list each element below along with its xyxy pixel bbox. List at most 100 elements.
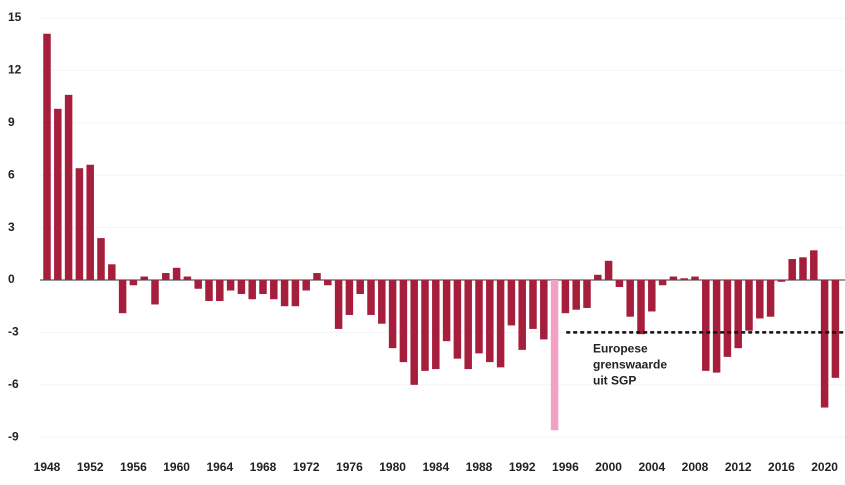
bar	[432, 280, 440, 370]
reference-label: grenswaarde	[593, 358, 667, 372]
bar	[118, 280, 127, 314]
bar	[572, 280, 580, 310]
x-tick-label: 2000	[595, 460, 622, 474]
bar	[637, 280, 645, 335]
bar	[669, 276, 678, 281]
bar	[237, 280, 246, 294]
bar	[583, 280, 591, 308]
x-tick-label: 1972	[293, 460, 320, 474]
bar	[820, 280, 829, 408]
bar	[529, 280, 537, 329]
y-tick-label: -9	[8, 429, 19, 443]
bar	[540, 280, 548, 340]
bar	[324, 280, 332, 286]
bar	[702, 280, 710, 371]
x-tick-label: 1948	[34, 460, 61, 474]
bar	[205, 280, 213, 301]
x-tick-label: 1960	[163, 460, 190, 474]
x-tick-label: 2020	[811, 460, 838, 474]
bar	[615, 280, 624, 288]
bar	[442, 280, 451, 342]
bar	[421, 280, 429, 371]
x-tick-label: 1964	[206, 460, 233, 474]
bar	[399, 280, 408, 363]
x-tick-label: 2012	[725, 460, 752, 474]
bar	[270, 280, 278, 300]
bar	[453, 280, 462, 359]
bar	[658, 280, 667, 286]
bar	[248, 280, 256, 300]
reference-label: uit SGP	[593, 374, 636, 388]
y-tick-label: 6	[8, 167, 15, 181]
y-tick-label: 3	[8, 220, 15, 234]
bar	[745, 280, 753, 331]
x-tick-label: 1956	[120, 460, 147, 474]
bar	[216, 280, 224, 301]
bar	[831, 280, 840, 378]
bar	[561, 280, 570, 314]
bar	[75, 168, 84, 281]
bar	[172, 267, 181, 281]
x-tick-label: 1952	[77, 460, 104, 474]
y-tick-label: -3	[8, 325, 19, 339]
bar	[280, 280, 289, 307]
reference-label: Europese	[593, 342, 648, 356]
bar	[464, 280, 472, 370]
x-tick-label: 2016	[768, 460, 795, 474]
bar	[378, 280, 386, 324]
bar	[356, 280, 364, 294]
bar	[648, 280, 656, 312]
y-tick-label: -6	[8, 377, 19, 391]
bar	[777, 280, 786, 282]
x-tick-label: 2008	[682, 460, 709, 474]
bar	[626, 280, 634, 317]
bar	[334, 280, 343, 329]
bar	[259, 280, 267, 294]
y-tick-label: 15	[8, 10, 22, 24]
bar	[162, 273, 170, 281]
bar	[604, 260, 613, 281]
x-tick-label: 1980	[379, 460, 406, 474]
bar	[97, 238, 105, 281]
bar	[367, 280, 375, 315]
x-tick-label: 1992	[509, 460, 536, 474]
bar	[183, 276, 192, 281]
bar	[108, 264, 116, 281]
x-tick-label: 1968	[250, 460, 277, 474]
y-tick-label: 0	[8, 272, 15, 286]
bar	[43, 33, 51, 281]
x-tick-label: 1996	[552, 460, 579, 474]
x-tick-label: 1984	[422, 460, 449, 474]
bar	[712, 280, 721, 373]
bar	[388, 280, 397, 349]
bar	[723, 280, 732, 357]
bar	[691, 276, 699, 281]
bar	[550, 280, 559, 431]
y-tick-label: 9	[8, 115, 15, 129]
bar	[64, 94, 73, 281]
bar	[410, 280, 418, 385]
bar	[799, 257, 807, 281]
bar	[594, 274, 602, 281]
bar	[734, 280, 742, 349]
bar	[54, 108, 62, 281]
bar	[756, 280, 764, 319]
x-tick-label: 2004	[638, 460, 665, 474]
bar	[151, 280, 159, 305]
bar	[486, 280, 494, 363]
bar	[345, 280, 354, 315]
bar	[194, 280, 202, 289]
bar	[475, 280, 483, 354]
bar	[680, 278, 688, 281]
x-tick-label: 1988	[466, 460, 493, 474]
bar	[810, 250, 818, 281]
bar	[129, 280, 138, 286]
bar	[313, 273, 321, 281]
bar	[766, 280, 775, 317]
bar	[140, 276, 148, 281]
bar	[226, 280, 235, 291]
bar	[788, 259, 796, 281]
bar	[86, 164, 94, 281]
bar	[291, 280, 300, 307]
